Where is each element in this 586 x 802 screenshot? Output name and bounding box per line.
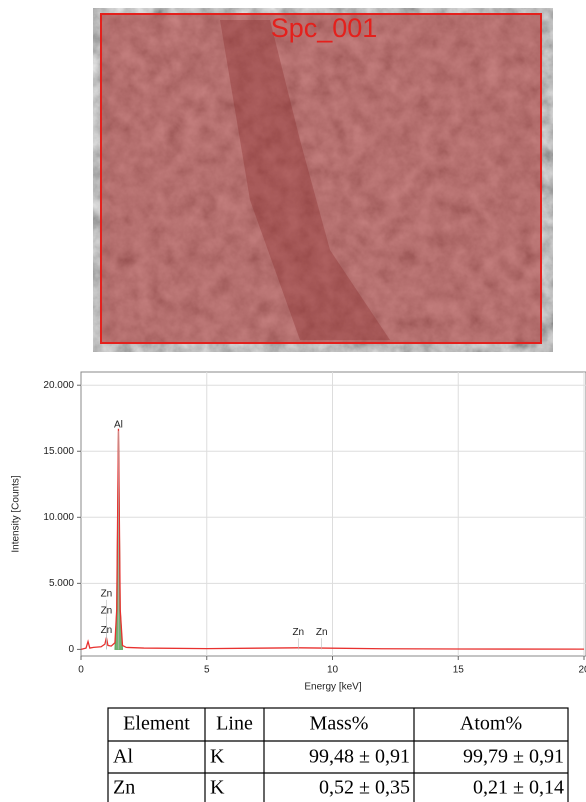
- region-label: Spc_001: [271, 13, 378, 43]
- y-tick-label: 10.000: [43, 512, 74, 523]
- sem-image: Spc_001: [93, 8, 553, 352]
- x-tick-label: 5: [204, 665, 210, 676]
- peak-label: Zn: [101, 606, 113, 617]
- table-cell: 0,21 ± 0,14: [473, 777, 564, 799]
- table-cell: K: [210, 777, 225, 799]
- y-tick-label: 5.000: [49, 578, 74, 589]
- table-cell: 99,48 ± 0,91: [309, 746, 410, 768]
- peak-label: Zn: [101, 625, 113, 636]
- x-tick-label: 15: [453, 665, 465, 676]
- table-cell: Al: [113, 746, 133, 768]
- peak-label: Zn: [316, 627, 328, 638]
- table-cell: 99,79 ± 0,91: [463, 746, 564, 768]
- peak-label: Zn: [292, 627, 304, 638]
- table-cell: K: [210, 746, 225, 768]
- table-header: Atom%: [460, 713, 522, 735]
- table-header: Mass%: [310, 713, 369, 735]
- table-cell: 0,52 ± 0,35: [319, 777, 410, 799]
- table-header: Line: [216, 713, 253, 735]
- x-tick-label: 20: [578, 665, 586, 676]
- x-axis-title: Energy [keV]: [304, 682, 361, 693]
- y-tick-label: 15.000: [43, 446, 74, 457]
- peak-label: Zn: [101, 589, 113, 600]
- x-tick-label: 0: [78, 665, 84, 676]
- y-tick-label: 0: [68, 644, 74, 655]
- peak-label: Al: [114, 419, 123, 430]
- table-header: Element: [123, 713, 190, 735]
- x-tick-label: 10: [327, 665, 339, 676]
- plot-area: [81, 372, 586, 656]
- table-cells: Element Line Mass% Atom% Al K 99,48 ± 0,91 99,7…: [113, 713, 564, 799]
- table-cell: Zn: [113, 777, 135, 799]
- y-axis-title: Intensity [Counts]: [11, 475, 22, 552]
- y-tick-label: 20.000: [43, 380, 74, 391]
- page: Spc_001 0 5 10 15 20 0 5.000 10.000 15.000 20.000…: [0, 0, 586, 802]
